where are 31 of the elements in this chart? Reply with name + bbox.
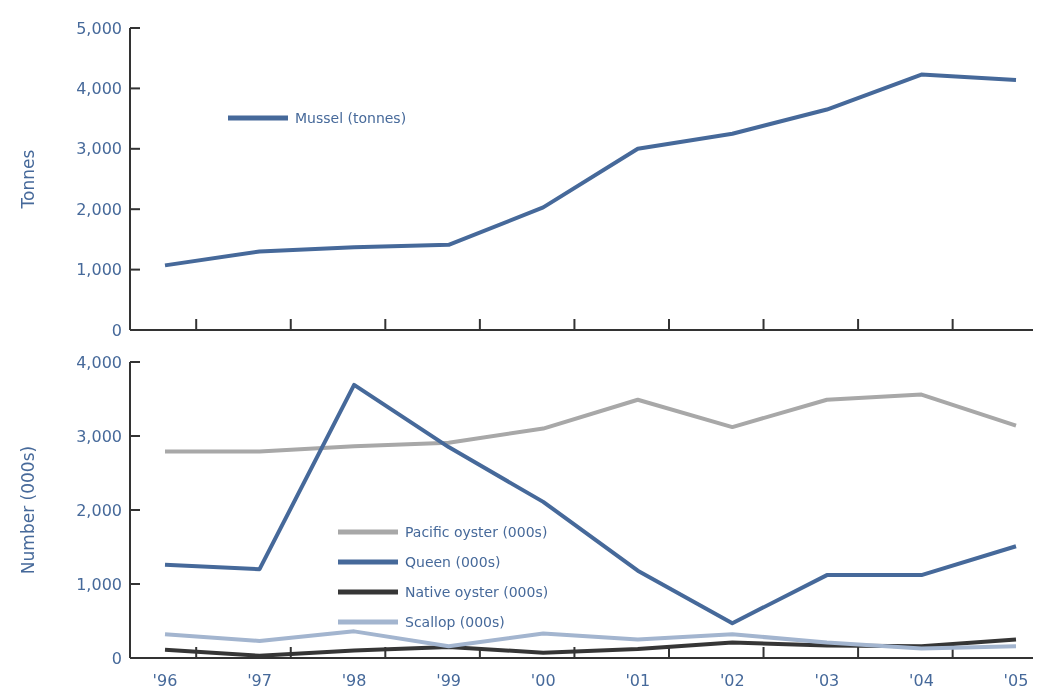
y-tick-label: 0 [111,648,122,668]
line-series [163,392,1018,454]
line-series [163,629,1018,651]
legend-label: Pacific oyster (000s) [405,523,548,540]
x-tick-label: '00 [530,671,556,690]
y-tick-label: 1,000 [76,574,122,594]
x-tick-label: '97 [247,671,272,690]
y-tick-label: 0 [111,320,122,340]
y-tick-label: 4,000 [76,352,122,372]
x-tick-label: '05 [1003,671,1029,690]
legend-label: Scallop (000s) [405,613,505,630]
line-series [163,72,1018,268]
x-tick-label: '03 [814,671,840,690]
x-tick-label: '02 [719,671,745,690]
y-tick-label: 3,000 [76,426,122,446]
x-tick-label: '98 [341,671,367,690]
x-tick-label: '96 [152,671,178,690]
x-tick-label: '01 [625,671,651,690]
y-axis-title: Number (000s) [18,445,38,575]
y-tick-label: 5,000 [76,18,122,38]
y-tick-label: 2,000 [76,500,122,520]
y-tick-label: 2,000 [76,199,122,219]
legend-label: Mussel (tonnes) [295,109,407,126]
legend-label: Native oyster (000s) [405,583,549,600]
x-tick-label: '04 [909,671,934,690]
y-tick-label: 3,000 [76,139,122,159]
y-tick-label: 4,000 [76,79,122,98]
y-tick-label: 1,000 [76,260,122,280]
legend-label: Queen (000s) [405,553,501,570]
y-axis-title: Tonnes [18,149,38,210]
x-tick-label: '99 [436,671,462,690]
